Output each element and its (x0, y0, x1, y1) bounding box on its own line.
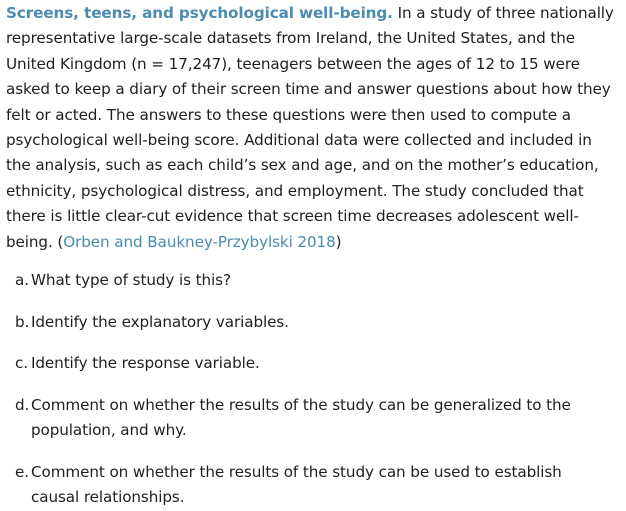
question-marker: c. (15, 354, 28, 373)
question-item: b. Identify the explanatory variables. (6, 310, 620, 335)
question-text: Identify the response variable. (31, 354, 260, 373)
question-item: d. Comment on whether the results of the… (6, 393, 620, 444)
question-text: Comment on whether the results of the st… (31, 462, 562, 507)
exercise-paragraph: Screens, teens, and psychological well-b… (6, 0, 620, 255)
question-text: Comment on whether the results of the st… (31, 395, 571, 440)
citation-close: ) (335, 232, 342, 251)
question-text: Identify the explanatory variables. (31, 312, 289, 331)
question-item: c. Identify the response variable. (6, 351, 620, 376)
question-marker: b. (15, 312, 30, 331)
exercise-body: In a study of three nationally represent… (6, 4, 614, 251)
citation-link[interactable]: Orben and Baukney-Przybylski 2018 (63, 232, 336, 251)
question-item: e. Comment on whether the results of the… (6, 460, 620, 511)
exercise-page: Screens, teens, and psychological well-b… (6, 0, 620, 506)
question-text: What type of study is this? (31, 271, 231, 290)
question-list: a. What type of study is this? b. Identi… (6, 268, 620, 511)
question-marker: e. (15, 462, 29, 481)
exercise-title: Screens, teens, and psychological well-b… (6, 4, 393, 22)
question-marker: d. (15, 395, 30, 414)
question-marker: a. (15, 271, 29, 290)
question-item: a. What type of study is this? (6, 268, 620, 293)
